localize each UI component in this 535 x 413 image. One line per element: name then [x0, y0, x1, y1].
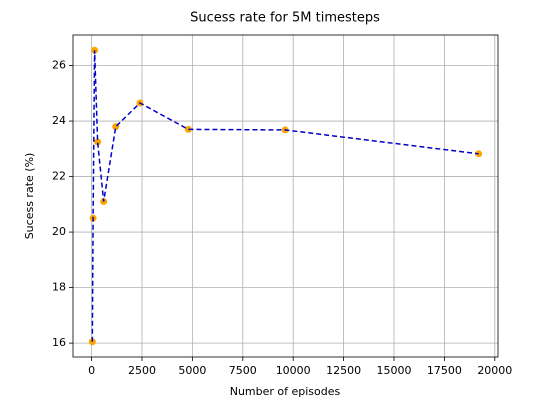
x-tick-label: 20000 [477, 364, 512, 377]
data-line [91, 50, 479, 342]
y-tick-label: 22 [52, 170, 66, 183]
plot-frame [72, 34, 499, 358]
y-tick-label: 20 [52, 225, 66, 238]
y-tick-label: 16 [52, 336, 66, 349]
x-tick-label: 2500 [128, 364, 156, 377]
data-point [184, 125, 192, 133]
x-tick-label: 15000 [377, 364, 412, 377]
y-tick-label: 18 [52, 281, 66, 294]
x-tick-label: 12500 [326, 364, 361, 377]
y-axis-label: Sucess rate (%) [23, 153, 36, 240]
x-tick-label: 17500 [427, 364, 462, 377]
y-tick-label: 26 [52, 59, 66, 72]
x-axis-label: Number of episodes [230, 385, 341, 398]
x-tick-label: 0 [88, 364, 95, 377]
x-tick-label: 10000 [276, 364, 311, 377]
data-point [94, 138, 102, 146]
x-tick-label: 7500 [229, 364, 257, 377]
chart-title: Sucess rate for 5M timesteps [190, 11, 380, 26]
x-tick-label: 5000 [178, 364, 206, 377]
y-tick-label: 24 [52, 114, 66, 127]
